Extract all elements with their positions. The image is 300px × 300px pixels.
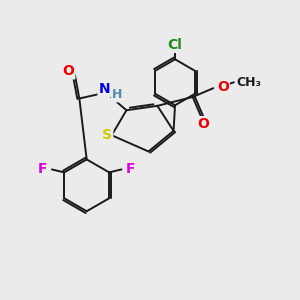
Text: Cl: Cl xyxy=(168,38,182,52)
Text: CH₃: CH₃ xyxy=(237,76,262,89)
Text: N: N xyxy=(98,82,110,96)
Text: F: F xyxy=(126,162,135,176)
Text: O: O xyxy=(62,64,74,78)
Text: H: H xyxy=(112,88,122,101)
Text: S: S xyxy=(102,128,112,142)
Text: O: O xyxy=(217,80,229,94)
Text: O: O xyxy=(197,117,209,131)
Text: F: F xyxy=(38,162,47,176)
